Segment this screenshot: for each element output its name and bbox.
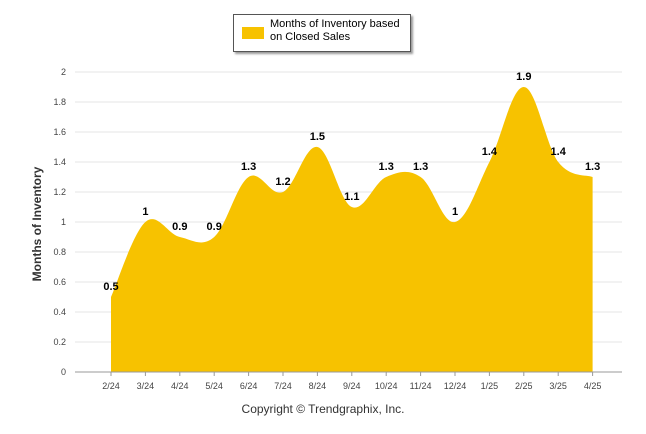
x-tick-label: 2/25 [515,381,533,391]
data-label: 1.3 [379,161,394,173]
x-tick-label: 3/25 [549,381,567,391]
data-label: 1.5 [310,131,325,143]
x-tick-label: 11/24 [410,381,432,391]
x-tick-label: 8/24 [309,381,327,391]
y-tick-label: 1.6 [53,127,66,137]
data-label: 1.4 [482,146,498,158]
x-tick-label: 7/24 [274,381,292,391]
area-series [111,87,593,372]
data-label: 0.9 [207,221,222,233]
legend-swatch [242,27,264,39]
y-tick-label: 0.6 [53,277,66,287]
x-tick-label: 2/24 [102,381,120,391]
legend: Months of Inventory based on Closed Sale… [233,14,411,52]
data-label: 1 [142,206,148,218]
x-tick-label: 10/24 [375,381,398,391]
x-tick-label: 4/24 [171,381,189,391]
y-tick-label: 2 [61,67,66,77]
x-axis: 2/24 3/24 4/24 5/24 6/24 7/24 8/24 9/24 10/24 11/… [75,371,622,391]
copyright-text: Copyright © Trendgraphix, Inc. [241,402,405,416]
y-tick-label: 1.2 [53,187,66,197]
area-fill [111,87,593,372]
x-tick-label: 9/24 [343,381,361,391]
x-tick-label: 1/25 [481,381,499,391]
data-label: 1.1 [344,191,359,203]
data-label: 0.5 [103,281,118,293]
y-axis-title: Months of Inventory [30,166,44,282]
y-tick-label: 0 [61,367,66,377]
data-label: 1.3 [241,161,256,173]
data-label: 1 [452,206,458,218]
legend-label: Months of Inventory based on Closed Sale… [270,18,400,43]
data-label: 1.2 [275,176,290,188]
data-label: 0.9 [172,221,187,233]
y-tick-label: 0.4 [53,307,66,317]
x-tick-label: 4/25 [584,381,602,391]
data-label: 1.3 [585,161,600,173]
y-tick-label: 0.8 [53,247,66,257]
data-label: 1.4 [551,146,567,158]
y-tick-label: 1.4 [53,157,66,167]
x-tick-label: 3/24 [137,381,155,391]
x-tick-label: 6/24 [240,381,258,391]
y-tick-label: 0.2 [53,337,66,347]
y-tick-label: 1 [61,217,66,227]
data-label: 1.3 [413,161,428,173]
x-tick-label: 5/24 [205,381,223,391]
data-labels: 0.5 1 0.9 0.9 1.3 1.2 1.5 1.1 1.3 1.3 1 1.4 1.9 1.4 1.… [103,71,600,293]
x-tick-label: 12/24 [444,381,467,391]
data-label: 1.9 [516,71,531,83]
y-axis: 0 0.2 0.4 0.6 0.8 1 1.2 1.4 1.6 1.8 2 [53,67,66,377]
y-tick-label: 1.8 [53,97,66,107]
